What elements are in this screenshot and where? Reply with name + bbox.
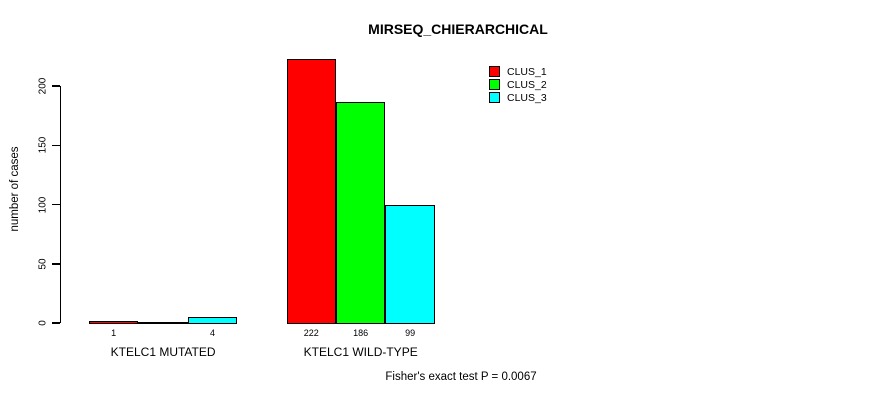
y-axis-tick bbox=[51, 263, 60, 265]
y-axis-tick bbox=[51, 85, 60, 87]
legend-label: CLUS_2 bbox=[507, 78, 547, 91]
bar-clus_3-1 bbox=[187, 317, 238, 324]
y-axis-line bbox=[59, 86, 61, 323]
legend-label: CLUS_1 bbox=[507, 65, 547, 78]
bar-clus_2-1 bbox=[138, 322, 188, 324]
y-axis-tick bbox=[51, 144, 60, 146]
chart-title: MIRSEQ_CHIERARCHICAL bbox=[368, 21, 548, 37]
y-axis-tick-label: 0 bbox=[37, 320, 49, 326]
y-axis-tick-label: 100 bbox=[37, 196, 49, 213]
y-axis-tick-label: 200 bbox=[37, 77, 49, 95]
y-axis-tick bbox=[51, 203, 60, 206]
x-axis-group-label: KTELC1 MUTATED bbox=[110, 345, 216, 359]
x-axis-group-label: KTELC1 WILD-TYPE bbox=[303, 345, 418, 359]
bar-clus_1-2 bbox=[286, 58, 336, 324]
y-axis-tick-label: 50 bbox=[37, 258, 49, 270]
bar-value-label: 186 bbox=[353, 328, 369, 338]
legend-swatch-clus_3 bbox=[489, 92, 500, 103]
bar-clus_1-1 bbox=[89, 320, 139, 324]
bar-clus_3-2 bbox=[385, 204, 435, 324]
bar-value-label: 1 bbox=[111, 328, 117, 338]
bar-value-label: 222 bbox=[303, 328, 319, 338]
legend-row: CLUS_2 bbox=[489, 78, 547, 91]
y-axis-tick-label: 150 bbox=[37, 136, 49, 154]
footer-note: Fisher's exact test P = 0.0067 bbox=[385, 371, 537, 383]
legend-swatch-clus_2 bbox=[489, 79, 500, 90]
bar-clus_2-2 bbox=[336, 101, 386, 324]
legend-swatch-clus_1 bbox=[489, 66, 500, 77]
legend-row: CLUS_1 bbox=[489, 65, 547, 78]
y-axis-tick bbox=[51, 322, 60, 324]
legend-row: CLUS_3 bbox=[489, 91, 547, 104]
bar-value-label: 99 bbox=[405, 328, 416, 338]
legend-label: CLUS_3 bbox=[507, 91, 547, 104]
legend: CLUS_1 CLUS_2 CLUS_3 bbox=[489, 65, 547, 104]
bar-value-label: 4 bbox=[209, 328, 216, 338]
